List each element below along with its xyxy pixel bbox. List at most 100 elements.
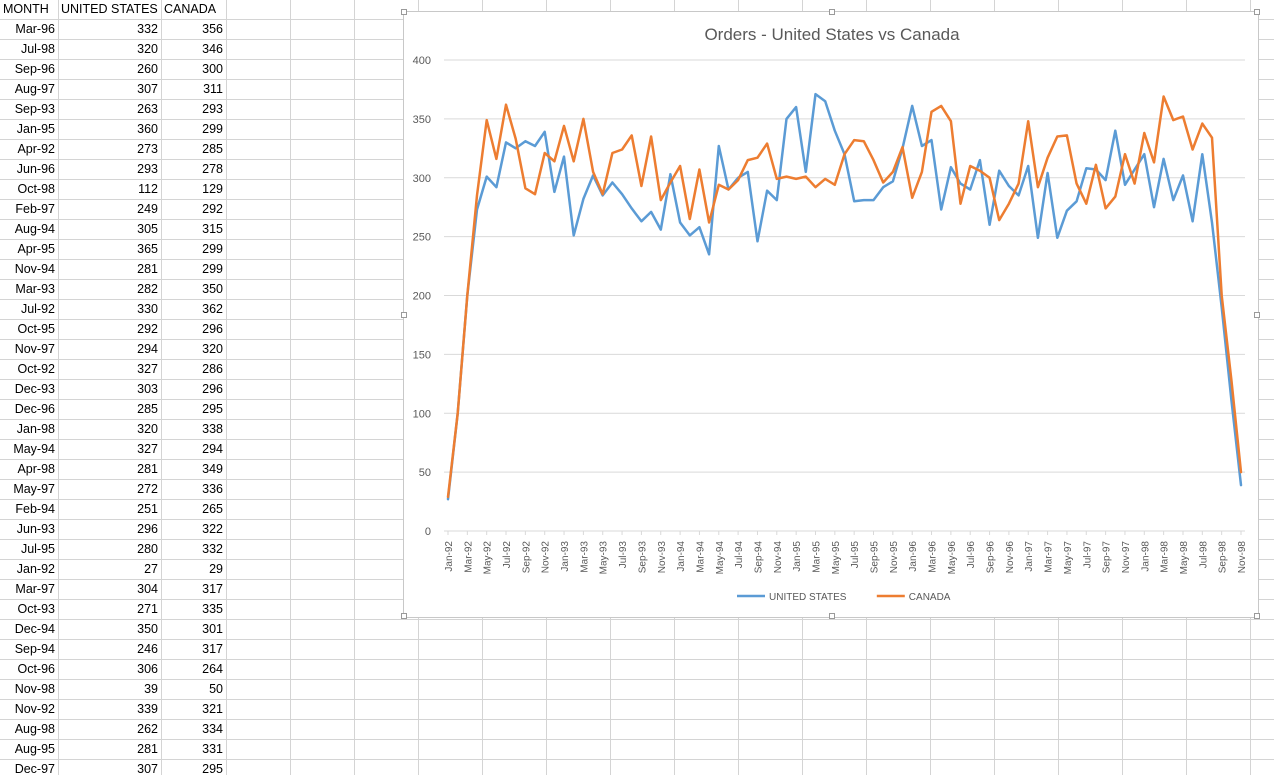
month-cell[interactable]: Sep-93: [14, 102, 55, 116]
canada-cell[interactable]: 264: [202, 662, 223, 676]
united-states-cell[interactable]: 296: [137, 522, 158, 536]
united-states-cell[interactable]: 263: [137, 102, 158, 116]
month-cell[interactable]: May-97: [13, 482, 55, 496]
canada-cell[interactable]: 331: [202, 742, 223, 756]
chart-resize-handle[interactable]: [1254, 312, 1260, 318]
month-cell[interactable]: Aug-94: [14, 222, 55, 236]
canada-cell[interactable]: 278: [202, 162, 223, 176]
month-cell[interactable]: Sep-96: [14, 62, 55, 76]
canada-cell[interactable]: 129: [202, 182, 223, 196]
canada-cell[interactable]: 295: [202, 402, 223, 416]
united-states-cell[interactable]: 112: [138, 182, 158, 196]
month-cell[interactable]: Dec-94: [14, 622, 55, 636]
month-cell[interactable]: Apr-95: [17, 242, 55, 256]
canada-cell[interactable]: 50: [209, 682, 223, 696]
united-states-cell[interactable]: 249: [137, 202, 158, 216]
united-states-cell[interactable]: 303: [137, 382, 158, 396]
united-states-cell[interactable]: 281: [137, 262, 158, 276]
chart-resize-handle[interactable]: [1254, 9, 1260, 15]
canada-cell[interactable]: 311: [203, 82, 223, 96]
canada-cell[interactable]: 300: [202, 62, 223, 76]
chart-resize-handle[interactable]: [829, 613, 835, 619]
canada-cell[interactable]: 349: [202, 462, 223, 476]
united-states-cell[interactable]: 327: [137, 442, 158, 456]
canada-cell[interactable]: 332: [202, 542, 223, 556]
month-cell[interactable]: Apr-92: [17, 142, 55, 156]
month-cell[interactable]: Nov-97: [14, 342, 55, 356]
month-cell[interactable]: Jul-95: [20, 542, 55, 556]
united-states-cell[interactable]: 332: [137, 22, 158, 36]
header-cell[interactable]: CANADA: [164, 2, 217, 16]
united-states-cell[interactable]: 293: [137, 162, 158, 176]
united-states-cell[interactable]: 251: [137, 502, 158, 516]
month-cell[interactable]: Aug-97: [14, 82, 55, 96]
month-cell[interactable]: Oct-93: [17, 602, 55, 616]
united-states-cell[interactable]: 280: [137, 542, 158, 556]
month-cell[interactable]: Jan-92: [16, 562, 55, 576]
united-states-cell[interactable]: 306: [137, 662, 158, 676]
united-states-cell[interactable]: 281: [137, 742, 158, 756]
month-cell[interactable]: Oct-92: [17, 362, 55, 376]
united-states-cell[interactable]: 294: [137, 342, 158, 356]
month-cell[interactable]: Jun-93: [16, 522, 55, 536]
united-states-cell[interactable]: 260: [137, 62, 158, 76]
united-states-cell[interactable]: 350: [137, 622, 158, 636]
united-states-cell[interactable]: 339: [137, 702, 158, 716]
canada-cell[interactable]: 286: [202, 362, 223, 376]
canada-cell[interactable]: 293: [202, 102, 223, 116]
canada-cell[interactable]: 335: [202, 602, 223, 616]
month-cell[interactable]: Jan-98: [16, 422, 55, 436]
canada-cell[interactable]: 294: [202, 442, 223, 456]
united-states-cell[interactable]: 327: [137, 362, 158, 376]
united-states-cell[interactable]: 365: [137, 242, 158, 256]
united-states-cell[interactable]: 272: [137, 482, 158, 496]
canada-cell[interactable]: 338: [202, 422, 223, 436]
month-cell[interactable]: Jul-92: [20, 302, 55, 316]
united-states-cell[interactable]: 304: [137, 582, 158, 596]
month-cell[interactable]: Jul-98: [20, 42, 55, 56]
month-cell[interactable]: Oct-96: [17, 662, 55, 676]
united-states-cell[interactable]: 271: [137, 602, 158, 616]
united-states-cell[interactable]: 292: [137, 322, 158, 336]
united-states-cell[interactable]: 246: [137, 642, 158, 656]
month-cell[interactable]: Nov-92: [14, 702, 55, 716]
canada-cell[interactable]: 285: [202, 142, 223, 156]
chart-area[interactable]: Orders - United States vs Canada 0 50 100 15…: [401, 9, 1260, 619]
chart-resize-handle[interactable]: [401, 9, 407, 15]
united-states-cell[interactable]: 330: [137, 302, 158, 316]
united-states-cell[interactable]: 27: [144, 562, 158, 576]
chart-resize-handle[interactable]: [829, 9, 835, 15]
month-cell[interactable]: Jan-95: [16, 122, 55, 136]
month-cell[interactable]: Sep-94: [14, 642, 55, 656]
canada-cell[interactable]: 296: [202, 382, 223, 396]
canada-cell[interactable]: 317: [202, 642, 223, 656]
united-states-cell[interactable]: 307: [137, 82, 158, 96]
united-states-cell[interactable]: 305: [137, 222, 158, 236]
united-states-cell[interactable]: 360: [137, 122, 158, 136]
month-cell[interactable]: Feb-94: [15, 502, 55, 516]
canada-cell[interactable]: 29: [209, 562, 223, 576]
united-states-cell[interactable]: 320: [137, 42, 158, 56]
united-states-cell[interactable]: 285: [137, 402, 158, 416]
header-cell[interactable]: UNITED STATES: [61, 2, 158, 16]
united-states-cell[interactable]: 282: [137, 282, 158, 296]
month-cell[interactable]: Mar-93: [15, 282, 55, 296]
united-states-cell[interactable]: 273: [137, 142, 158, 156]
canada-cell[interactable]: 296: [202, 322, 223, 336]
month-cell[interactable]: Oct-95: [17, 322, 55, 336]
month-cell[interactable]: Oct-98: [17, 182, 55, 196]
canada-cell[interactable]: 320: [202, 342, 223, 356]
canada-cell[interactable]: 315: [202, 222, 223, 236]
canada-cell[interactable]: 334: [202, 722, 223, 736]
month-cell[interactable]: Dec-93: [14, 382, 55, 396]
canada-cell[interactable]: 322: [202, 522, 223, 536]
canada-cell[interactable]: 299: [202, 262, 223, 276]
united-states-cell[interactable]: 320: [137, 422, 158, 436]
month-cell[interactable]: Dec-96: [14, 402, 55, 416]
month-cell[interactable]: Aug-95: [14, 742, 55, 756]
canada-cell[interactable]: 346: [202, 42, 223, 56]
header-cell[interactable]: MONTH: [3, 2, 49, 16]
canada-cell[interactable]: 299: [202, 242, 223, 256]
month-cell[interactable]: Apr-98: [17, 462, 55, 476]
month-cell[interactable]: Aug-98: [14, 722, 55, 736]
